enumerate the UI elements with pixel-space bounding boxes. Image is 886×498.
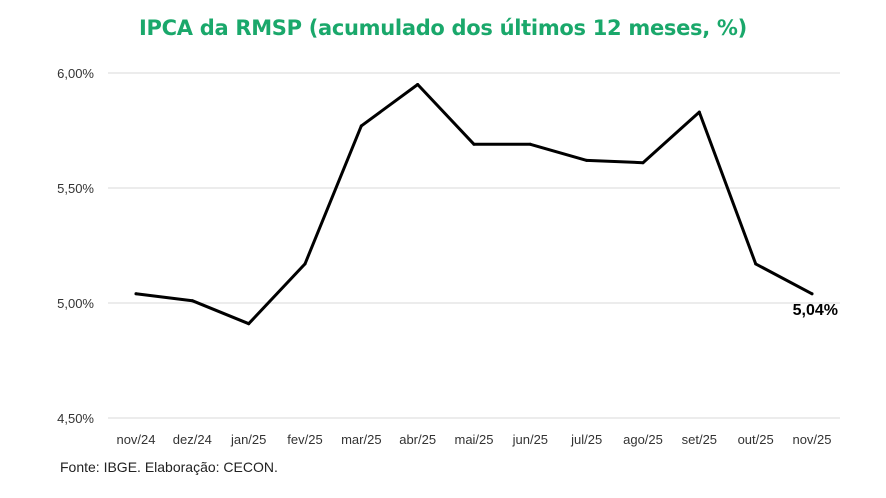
x-tick-label: nov/24 <box>116 432 155 447</box>
data-point <box>247 322 251 326</box>
x-tick-label: out/25 <box>738 432 774 447</box>
series-points <box>134 83 814 326</box>
data-point <box>134 292 138 296</box>
series-line <box>134 83 814 326</box>
data-point <box>303 262 307 266</box>
x-axis-ticks: nov/24 dez/24 jan/25 fev/25 mar/25 abr/25 mai/… <box>116 432 831 447</box>
data-point <box>585 158 589 162</box>
x-tick-label: fev/25 <box>287 432 322 447</box>
data-point <box>190 299 194 303</box>
x-tick-label: jul/25 <box>570 432 602 447</box>
x-tick-label: set/25 <box>682 432 717 447</box>
chart-title: IPCA da RMSP (acumulado dos últimos 12 m… <box>139 16 747 40</box>
x-tick-label: ago/25 <box>623 432 663 447</box>
data-point <box>641 161 645 165</box>
source-note: Fonte: IBGE. Elaboração: CECON. <box>60 459 278 475</box>
x-tick-label: nov/25 <box>792 432 831 447</box>
data-point <box>810 292 814 296</box>
y-tick-label: 6,00% <box>57 66 94 81</box>
data-point <box>528 142 532 146</box>
data-point <box>472 142 476 146</box>
data-point <box>754 262 758 266</box>
data-point <box>359 124 363 128</box>
x-tick-label: jan/25 <box>230 432 266 447</box>
x-tick-label: abr/25 <box>399 432 436 447</box>
y-axis-ticks: 4,50% 5,00% 5,50% 6,00% <box>57 66 94 426</box>
y-tick-label: 5,50% <box>57 181 94 196</box>
x-tick-label: dez/24 <box>173 432 212 447</box>
y-tick-label: 4,50% <box>57 411 94 426</box>
x-tick-label: mai/25 <box>454 432 493 447</box>
x-tick-label: jun/25 <box>512 432 548 447</box>
end-value-label: 5,04% <box>793 302 838 319</box>
x-tick-label: mar/25 <box>341 432 381 447</box>
data-point <box>416 83 420 86</box>
y-tick-label: 5,00% <box>57 296 94 311</box>
grid-lines <box>108 72 840 419</box>
data-point <box>697 110 701 114</box>
